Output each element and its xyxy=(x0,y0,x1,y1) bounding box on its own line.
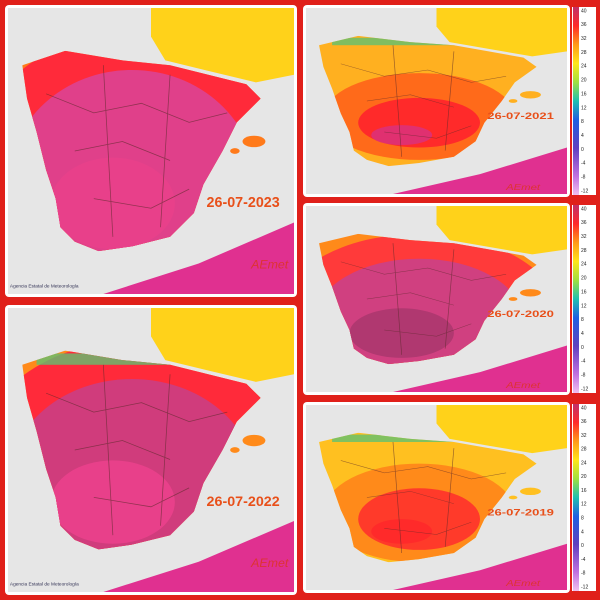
iberia xyxy=(319,432,537,563)
legend-label: 24 xyxy=(581,262,587,268)
legend-scale xyxy=(573,205,579,393)
legend-label: 0 xyxy=(581,543,584,549)
hot-core-2 xyxy=(349,308,454,358)
legend-label: 8 xyxy=(581,119,584,125)
africa xyxy=(393,345,567,392)
legend-label: -8 xyxy=(581,372,586,378)
france xyxy=(436,8,567,57)
legend-label: 0 xyxy=(581,147,584,153)
iberia xyxy=(319,35,537,167)
date-label: 26-07-2019 xyxy=(487,508,554,518)
date-label: 26-07-2022 xyxy=(207,494,280,510)
map: 26-07-2019 AEmet xyxy=(306,405,567,590)
aemet-logo: AEmet xyxy=(505,579,542,588)
aemet-logo: AEmet xyxy=(250,556,289,570)
france xyxy=(436,206,567,255)
borders xyxy=(45,65,228,237)
africa xyxy=(393,543,567,590)
borders xyxy=(340,45,507,157)
legend-label: 32 xyxy=(581,234,587,240)
legend-label: 40 xyxy=(581,8,587,14)
legend-label: 20 xyxy=(581,474,587,480)
island xyxy=(520,289,541,297)
legend-label: 8 xyxy=(581,317,584,323)
aemet-logo: AEmet xyxy=(505,381,542,390)
legend-label: 36 xyxy=(581,419,587,425)
legend-label: 16 xyxy=(581,488,587,494)
legend-label: 24 xyxy=(581,460,587,466)
legend-scale xyxy=(573,7,579,195)
legend-label: 8 xyxy=(581,515,584,521)
legend-label: 28 xyxy=(581,447,587,453)
legend-label: 40 xyxy=(581,405,587,411)
island xyxy=(508,99,518,103)
legend-label: -4 xyxy=(581,557,586,563)
legend-label: 12 xyxy=(581,105,587,111)
france xyxy=(436,405,567,454)
legend-label: 32 xyxy=(581,36,587,42)
island xyxy=(520,487,541,496)
legend-label: -12 xyxy=(581,386,588,392)
map: 26-07-2023 AEmet Agencia Estatal de Meteor… xyxy=(8,8,294,294)
aemet-logo: AEmet xyxy=(505,183,542,192)
france xyxy=(151,8,294,83)
island xyxy=(520,91,541,99)
date-label: 26-07-2020 xyxy=(487,310,554,320)
agency-name: Agencia Estatal de Meteorología xyxy=(10,284,79,290)
island xyxy=(230,447,240,453)
hot-core-2 xyxy=(50,460,175,544)
hot-core-2 xyxy=(371,125,433,146)
island xyxy=(508,495,518,500)
africa xyxy=(393,147,567,194)
agency-name: Agencia Estatal de Meteorología xyxy=(10,582,79,588)
legend-label: 40 xyxy=(581,206,587,212)
legend-label: -12 xyxy=(581,584,588,590)
legend-label: 28 xyxy=(581,248,587,254)
legend-label: 12 xyxy=(581,502,587,508)
date-label: 26-07-2021 xyxy=(487,112,554,122)
island xyxy=(242,434,266,447)
legend-label: 16 xyxy=(581,91,587,97)
france xyxy=(151,308,294,382)
legend-label: 4 xyxy=(581,529,584,535)
legend-label: -4 xyxy=(581,359,586,365)
legend-label: 4 xyxy=(581,331,584,337)
island xyxy=(230,148,240,154)
borders xyxy=(340,441,507,554)
legend-label: -8 xyxy=(581,174,586,180)
legend-label: 32 xyxy=(581,433,587,439)
africa xyxy=(103,521,294,592)
legend-label: -8 xyxy=(581,571,586,577)
island xyxy=(242,135,266,148)
legend-label: 20 xyxy=(581,78,587,84)
legend-label: 28 xyxy=(581,50,587,56)
legend-label: 16 xyxy=(581,289,587,295)
map: 26-07-2021 AEmet xyxy=(306,8,567,194)
africa xyxy=(103,222,294,294)
map: 26-07-2022 AEmet Agencia Estatal de Meteor… xyxy=(8,308,294,592)
map: 26-07-2020 AEmet xyxy=(306,206,567,392)
borders xyxy=(340,243,507,355)
aemet-logo: AEmet xyxy=(250,258,289,272)
legend-label: 12 xyxy=(581,303,587,309)
legend-label: 4 xyxy=(581,133,584,139)
legend-label: 20 xyxy=(581,276,587,282)
legend-label: 24 xyxy=(581,64,587,70)
legend-scale xyxy=(573,404,579,591)
date-label: 26-07-2023 xyxy=(207,195,280,211)
borders xyxy=(45,364,228,536)
legend-label: -4 xyxy=(581,161,586,167)
hot-core-2 xyxy=(50,157,175,250)
legend-label: -12 xyxy=(581,188,588,194)
island xyxy=(508,297,518,301)
legend-label: 0 xyxy=(581,345,584,351)
legend-label: 36 xyxy=(581,22,587,28)
hot-core-2 xyxy=(371,519,433,544)
legend-label: 36 xyxy=(581,220,587,226)
